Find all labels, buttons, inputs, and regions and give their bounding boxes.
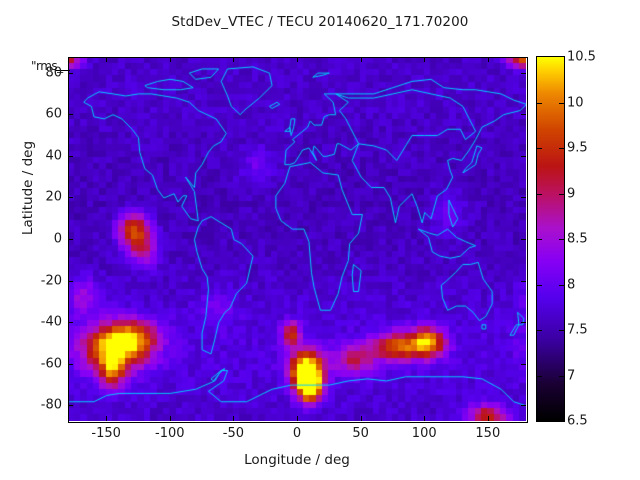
y-tick-label-8: -80 (40, 397, 62, 413)
key-artifact-text: "rms_ (31, 59, 63, 73)
x-tick-mark (233, 416, 235, 421)
y-tick-mark (521, 322, 526, 324)
colorbar-tick-mark (559, 103, 564, 104)
x-tick-label-3: 0 (292, 426, 302, 441)
colorbar-tick-label-3: 9 (567, 186, 576, 201)
y-tick-mark (68, 72, 73, 74)
y-tick-mark (68, 114, 73, 116)
y-tick-mark (521, 280, 526, 282)
y-tick-mark (521, 363, 526, 365)
colorbar-tick-mark (559, 376, 564, 377)
y-tick-mark (68, 363, 73, 365)
colorbar-tick-label-1: 10 (567, 95, 584, 110)
plot-frame (68, 57, 528, 423)
colorbar-tick-label-0: 10.5 (567, 49, 596, 65)
colorbar-tick-label-7: 7 (567, 368, 576, 383)
y-tick-label-5: -20 (40, 273, 62, 289)
x-axis-label: Longitude / deg (244, 452, 350, 468)
y-tick-mark (68, 322, 73, 324)
y-tick-mark (68, 197, 73, 199)
x-tick-label-0: -150 (91, 426, 121, 441)
colorbar-tick-mark (537, 285, 542, 286)
colorbar-tick-mark (559, 285, 564, 286)
y-tick-mark (68, 280, 73, 282)
y-axis-label: Latitude / deg (20, 140, 36, 236)
x-tick-label-6: 150 (475, 426, 501, 441)
x-tick-mark (106, 416, 108, 421)
x-tick-label-4: 50 (352, 426, 369, 441)
y-tick-label-0: 80 (45, 65, 62, 81)
colorbar-tick-mark (559, 330, 564, 331)
y-tick-label-2: 40 (45, 148, 62, 164)
x-tick-mark (487, 416, 489, 421)
colorbar-tick-mark (537, 239, 542, 240)
x-tick-mark (169, 57, 171, 62)
colorbar-tick-mark (559, 148, 564, 149)
x-tick-mark (297, 57, 298, 62)
colorbar-tick-mark (559, 194, 564, 195)
x-tick-mark (233, 57, 235, 62)
x-tick-mark (297, 416, 298, 421)
colorbar-tick-mark (537, 194, 542, 195)
x-tick-mark (487, 57, 489, 62)
colorbar-tick-label-2: 9.5 (567, 140, 588, 156)
y-tick-mark (68, 405, 73, 407)
heatmap-canvas (68, 57, 526, 421)
y-tick-mark (521, 155, 526, 157)
colorbar-tick-label-8: 6.5 (567, 413, 588, 429)
y-tick-mark (521, 239, 526, 240)
x-tick-mark (360, 416, 362, 421)
page-title: StdDev_VTEC / TECU 20140620_171.70200 (171, 14, 469, 30)
x-tick-mark (424, 416, 426, 421)
x-tick-mark (169, 416, 171, 421)
colorbar-tick-label-6: 7.5 (567, 322, 588, 338)
y-tick-label-4: 0 (53, 231, 62, 247)
x-tick-label-2: -50 (222, 426, 244, 441)
colorbar-tick-label-4: 8.5 (567, 231, 588, 247)
y-tick-mark (521, 114, 526, 116)
x-tick-mark (424, 57, 426, 62)
y-tick-label-6: -40 (40, 314, 62, 330)
y-tick-mark (521, 197, 526, 199)
y-tick-mark (68, 239, 73, 240)
x-tick-label-5: 100 (411, 426, 437, 441)
colorbar-tick-mark (559, 239, 564, 240)
x-tick-mark (106, 57, 108, 62)
y-tick-mark (521, 405, 526, 407)
colorbar-tick-mark (537, 376, 542, 377)
colorbar-tick-label-5: 8 (567, 277, 576, 292)
y-tick-mark (68, 155, 73, 157)
colorbar-tick-mark (537, 103, 542, 104)
colorbar-tick-mark (537, 148, 542, 149)
x-tick-label-1: -100 (155, 426, 185, 441)
y-tick-label-7: -60 (40, 356, 62, 372)
key-artifact-line (56, 70, 70, 71)
y-tick-label-3: 20 (45, 189, 62, 205)
x-tick-mark (360, 57, 362, 62)
y-tick-label-1: 60 (45, 106, 62, 122)
y-tick-mark (521, 72, 526, 74)
colorbar-tick-mark (537, 330, 542, 331)
